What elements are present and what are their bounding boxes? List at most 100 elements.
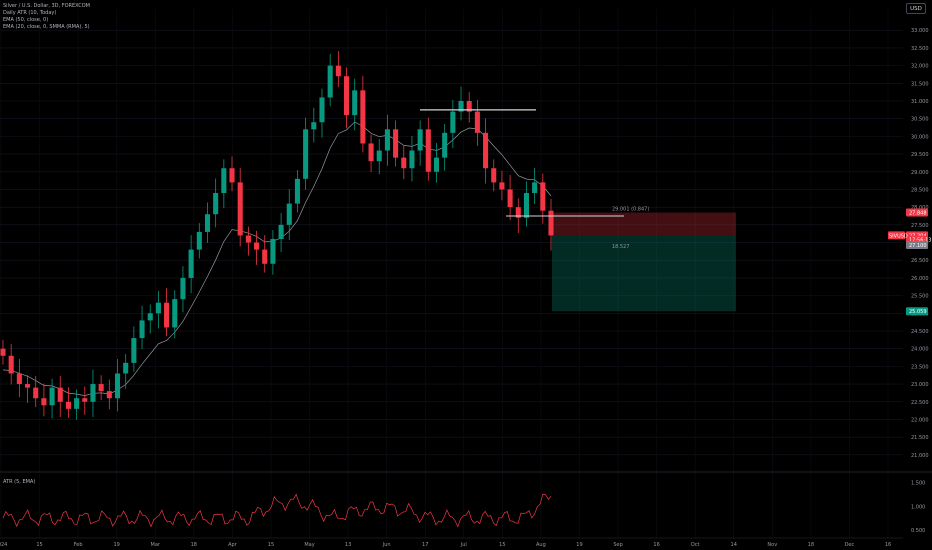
candle-body: [16, 373, 22, 385]
candle-body: [425, 129, 431, 172]
candle-body: [229, 168, 235, 183]
candle-body: [65, 401, 71, 409]
time-tick-label: Nov: [767, 542, 777, 548]
time-tick-label: 17: [422, 542, 428, 548]
candle-body: [8, 355, 14, 374]
candle-body: [450, 111, 456, 133]
time-tick-label: 18: [808, 542, 814, 548]
indicator-legend-ema50[interactable]: EMA (50, close, 0): [3, 17, 49, 23]
candle-body: [90, 384, 96, 402]
price-tick-label: 26.500: [911, 258, 929, 264]
candle-body: [33, 387, 39, 399]
indicator-legend-atr[interactable]: Daily ATR (10, Today): [3, 10, 57, 16]
time-tick-label: 14: [731, 542, 737, 548]
ema-polyline: [2, 121, 552, 396]
candle-body: [474, 111, 480, 133]
time-tick-label: 19: [114, 542, 120, 548]
price-tick-label: 26.000: [911, 276, 929, 282]
candle-body: [458, 101, 464, 112]
chart-overlays[interactable]: [420, 109, 624, 217]
candle-body: [393, 129, 399, 158]
price-tag-bg: [906, 307, 928, 316]
candle-body: [376, 150, 382, 162]
candle-body: [139, 320, 145, 339]
time-tick-label: May: [304, 542, 314, 548]
candle-body: [254, 242, 260, 250]
time-tick-label: 13: [345, 542, 351, 548]
time-tick-label: Apr: [228, 542, 238, 548]
price-tick-label: 28.500: [911, 187, 929, 193]
time-tick-label: 15: [36, 542, 42, 548]
candle-body: [532, 182, 538, 193]
atr-tick-label: 0.500: [911, 528, 925, 534]
left-price-tag-label: SIVUSD: [889, 233, 908, 239]
price-tick-label: 22.000: [911, 417, 929, 423]
candle-body: [74, 398, 80, 409]
price-tick-label: 29.000: [911, 170, 929, 176]
stop-zone: [552, 212, 736, 236]
candle-body: [123, 362, 129, 374]
price-tick-label: 23.000: [911, 382, 929, 388]
atr-pane: 1.500 1.000 0.500 ATR (5, EMA): [0, 471, 932, 534]
candle-body: [384, 129, 390, 151]
candles[interactable]: [0, 51, 554, 420]
currency-button[interactable]: USD: [906, 3, 926, 14]
candle-body: [409, 150, 415, 169]
candle-body: [507, 189, 513, 208]
candle-body: [262, 249, 268, 264]
candle-body: [180, 277, 186, 300]
candle-body: [368, 143, 374, 162]
candle-body: [98, 384, 104, 392]
price-tick-label: 21.000: [911, 453, 929, 459]
candle-body: [237, 182, 243, 236]
candle-body: [82, 398, 88, 402]
candle-body: [343, 76, 350, 116]
price-tag: 25.059: [906, 307, 928, 316]
indicator-legend-smma[interactable]: EMA (20, close, 0, SMMA (RMA), 5): [3, 24, 90, 30]
candle-body: [327, 65, 333, 98]
price-tag-label: 25.059: [909, 309, 927, 315]
price-tick-label: 29.500: [911, 152, 929, 158]
candle-body: [196, 231, 202, 250]
price-tick-label: 31.000: [911, 99, 929, 105]
candle-body: [360, 90, 366, 144]
price-tick-label: 30.000: [911, 134, 929, 140]
atr-line: [2, 493, 552, 528]
grid: [0, 9, 903, 538]
price-tick-label: 23.500: [911, 364, 929, 370]
time-tick-label: Sep: [613, 542, 622, 548]
time-tick-label: 16: [885, 542, 891, 548]
time-tick-label: 15: [499, 542, 505, 548]
candle-body: [303, 129, 309, 179]
candle-body: [540, 182, 546, 211]
candle-body: [278, 224, 284, 239]
symbol-title[interactable]: Silver / U.S. Dollar, 3D, FOREXCOM: [3, 3, 90, 9]
candle-body: [147, 313, 153, 321]
time-axis[interactable]: 2024 15 Feb 19 Mar 18 Apr 15 May 13 Jun 17 Jul 15 Aug 1…: [0, 537, 903, 548]
price-tag: 27.100: [906, 241, 928, 250]
price-tick-label: 30.500: [911, 117, 929, 123]
price-tick-label: 32.500: [911, 46, 929, 52]
candle-body: [335, 65, 341, 77]
candle-body: [352, 90, 358, 116]
candle-body: [294, 178, 300, 204]
time-tick-label: 15: [268, 542, 274, 548]
candle-body: [523, 193, 529, 218]
price-tick-label: 25.500: [911, 294, 929, 300]
candle-body: [417, 129, 423, 151]
candle-body: [114, 373, 121, 399]
price-tick-label: 31.500: [911, 81, 929, 87]
candle-body: [221, 168, 227, 193]
candle-body: [188, 249, 194, 278]
candle-body: [172, 299, 178, 328]
candle-body: [131, 338, 137, 363]
candle-body: [286, 203, 292, 225]
time-tick-label: 18: [191, 542, 197, 548]
price-tick-label: 24.000: [911, 347, 929, 353]
candle-body: [319, 97, 325, 123]
price-tag-bg: [906, 208, 928, 217]
candle-body: [311, 122, 317, 130]
atr-tick-label: 1.000: [911, 504, 925, 510]
price-tag-label: 27.848: [909, 211, 927, 217]
